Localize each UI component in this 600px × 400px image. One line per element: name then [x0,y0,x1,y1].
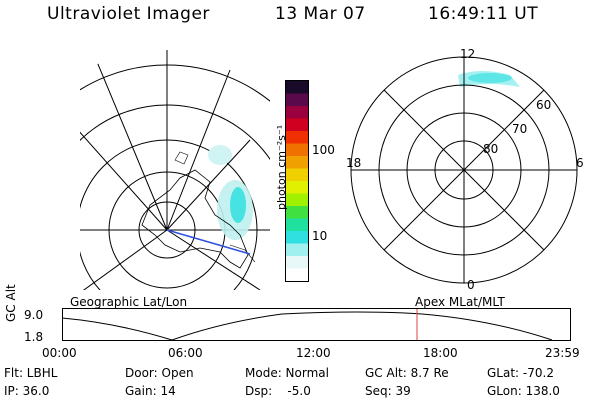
geographic-map [80,50,270,290]
door-info: Door: Open [125,366,194,380]
aurora-region [208,145,253,240]
xtick-0000: 00:00 [42,346,77,360]
polar-label-80: 80 [483,142,498,156]
polar-label-18: 18 [346,156,361,170]
colorbar-band [286,156,308,169]
xtick-1800: 18:00 [423,346,458,360]
xtick-1200: 12:00 [296,346,331,360]
seq-info: Seq: 39 [365,384,411,398]
colorbar-band [286,81,308,94]
terminator-line [166,229,251,255]
colorbar-band [286,256,308,269]
altitude-curve [62,311,553,341]
altitude-ytick-high: 9.0 [24,308,44,322]
altitude-right-label: Apex MLat/MLT [415,295,505,309]
colorbar-band [286,243,308,257]
xtick-0600: 06:00 [168,346,203,360]
colorbar-tick-100: 100 [312,143,335,157]
mode-info: Mode: Normal [245,366,329,380]
colorbar-band [286,93,308,107]
glat-info: GLat: -70.2 [487,366,554,380]
colorbar-band [286,106,308,119]
polar-label-60: 60 [536,98,551,112]
antarctica-coastline [141,169,249,269]
dsp-info: Dsp: -5.0 [245,384,311,398]
colorbar-band [286,168,308,182]
xtick-2359: 23:59 [545,346,580,360]
polar-label-70: 70 [512,122,527,136]
colorbar-band [286,131,308,144]
gc-alt-info: GC Alt: 8.7 Re [365,366,449,380]
altitude-left-label: Geographic Lat/Lon [70,295,188,309]
polar-label-6: 6 [576,156,584,170]
instrument-title: Ultraviolet Imager [47,4,210,24]
polar-label-0: 0 [467,278,475,292]
altitude-plot [62,308,571,341]
altitude-ylabel: GC Alt [4,284,18,322]
colorbar-unit-label: photon cm⁻²s⁻¹ [275,124,288,210]
date-label: 13 Mar 07 [275,4,366,24]
colorbar-band [286,118,308,132]
polar-plot: 12 0 18 6 60 70 80 [346,47,584,292]
colorbar-band [286,218,308,232]
colorbar-band [286,181,308,194]
time-label: 16:49:11 UT [428,4,539,24]
ip-info: IP: 36.0 [4,384,50,398]
polar-label-12: 12 [460,47,475,61]
colorbar [285,80,309,282]
colorbar-band [286,193,308,207]
gain-info: Gain: 14 [125,384,176,398]
colorbar-band [286,206,308,219]
colorbar-band [286,268,308,282]
glon-info: GLon: 138.0 [487,384,560,398]
colorbar-band [286,231,308,244]
colorbar-band [286,143,308,157]
filter-info: Flt: LBHL [4,366,58,380]
altitude-ytick-low: 1.8 [24,330,44,344]
polar-aurora [458,71,520,87]
colorbar-tick-10: 10 [312,229,328,243]
